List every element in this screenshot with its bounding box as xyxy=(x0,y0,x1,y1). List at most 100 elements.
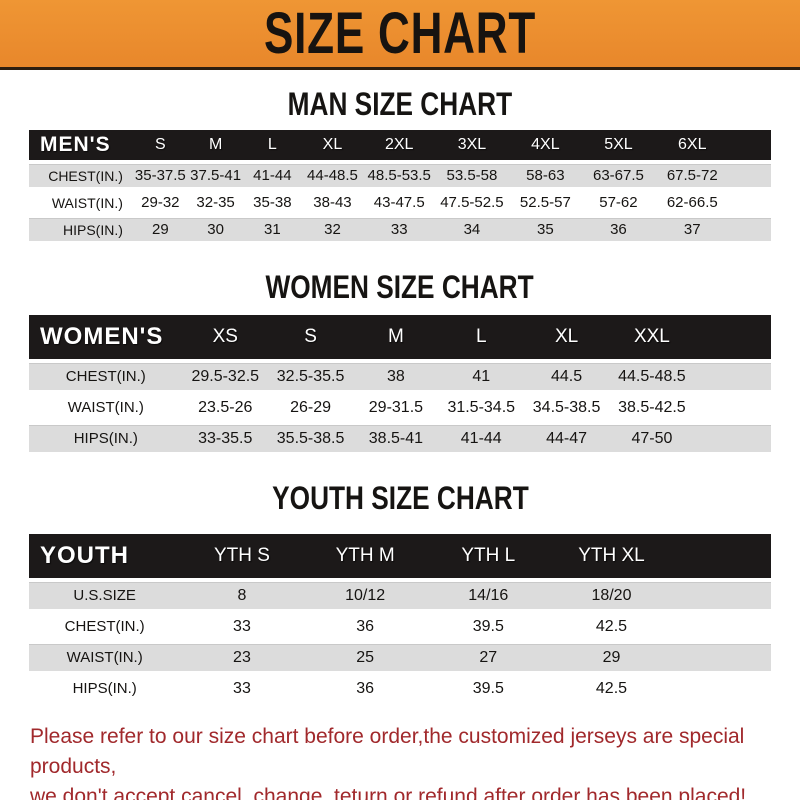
size-value: 57-62 xyxy=(581,191,656,214)
size-value: 30 xyxy=(187,218,244,241)
size-value: 25 xyxy=(303,644,427,671)
measurement-label: HIPS(IN.) xyxy=(29,425,183,452)
size-value: 39.5 xyxy=(426,675,550,702)
size-column-header: M xyxy=(187,130,244,160)
size-value: 29 xyxy=(549,644,674,671)
row-spacer xyxy=(694,425,771,452)
table-row: WAIST(IN.) 23 25 27 29 xyxy=(29,644,771,671)
section-title-women: WOMEN SIZE CHART xyxy=(265,269,535,305)
size-value: 39.5 xyxy=(426,613,550,640)
size-value: 36 xyxy=(303,613,427,640)
size-value: 63-67.5 xyxy=(581,164,656,187)
size-column-header: L xyxy=(438,315,524,359)
size-column-header: 2XL xyxy=(363,130,435,160)
size-value: 41-44 xyxy=(243,164,302,187)
measurement-label: WAIST(IN.) xyxy=(29,644,181,671)
size-column-header: 5XL xyxy=(581,130,656,160)
row-spacer xyxy=(673,582,771,609)
measurement-label: HIPS(IN.) xyxy=(29,218,133,241)
size-value: 34 xyxy=(434,218,510,241)
size-value: 37.5-41 xyxy=(187,164,244,187)
size-value: 35-37.5 xyxy=(132,164,188,187)
header-spacer xyxy=(729,130,771,160)
size-value: 43-47.5 xyxy=(363,191,435,214)
youth-size-table: YOUTH YTH S YTH M YTH L YTH XL U.S.SIZE 8 10/12… xyxy=(29,530,771,706)
size-value: 67.5-72 xyxy=(655,164,730,187)
size-column-header: 3XL xyxy=(434,130,510,160)
size-value: 29-32 xyxy=(132,191,188,214)
size-value: 44.5-48.5 xyxy=(609,363,695,390)
banner-title: SIZE CHART xyxy=(263,0,537,66)
table-header-label: WOMEN'S xyxy=(29,315,183,359)
size-value: 38.5-41 xyxy=(353,425,439,452)
size-value: 48.5-53.5 xyxy=(363,164,435,187)
size-value: 44.5 xyxy=(523,363,610,390)
measurement-label: CHEST(IN.) xyxy=(29,164,133,187)
size-column-header: YTH M xyxy=(303,534,427,578)
table-row: HIPS(IN.) 33-35.5 35.5-38.5 38.5-41 41-44 44-… xyxy=(29,425,771,452)
table-row: CHEST(IN.) 33 36 39.5 42.5 xyxy=(29,613,771,640)
measurement-label: CHEST(IN.) xyxy=(29,613,181,640)
row-spacer xyxy=(673,675,771,702)
size-value: 33 xyxy=(363,218,435,241)
measurement-label: WAIST(IN.) xyxy=(29,191,133,214)
size-value: 62-66.5 xyxy=(655,191,730,214)
size-value: 33 xyxy=(180,613,304,640)
size-column-header: M xyxy=(353,315,439,359)
size-column-header: XL xyxy=(301,130,364,160)
size-value: 27 xyxy=(426,644,550,671)
header-spacer xyxy=(694,315,771,359)
size-table: WOMEN'S XS S M L XL XXL CHEST(IN.) 29.5-32.5 32.5… xyxy=(29,311,771,456)
size-column-header: S xyxy=(132,130,188,160)
disclaimer-line-2: we don't accept cancel, change, teturn o… xyxy=(30,785,747,800)
size-value: 38 xyxy=(353,363,439,390)
table-header-label: YOUTH xyxy=(29,534,181,578)
row-spacer xyxy=(694,363,771,390)
size-value: 42.5 xyxy=(549,675,674,702)
size-value: 41-44 xyxy=(438,425,524,452)
size-value: 34.5-38.5 xyxy=(523,394,610,421)
size-value: 23.5-26 xyxy=(182,394,268,421)
size-column-header: 6XL xyxy=(655,130,730,160)
size-value: 58-63 xyxy=(509,164,582,187)
size-value: 31.5-34.5 xyxy=(438,394,524,421)
size-value: 36 xyxy=(581,218,656,241)
table-row: WAIST(IN.) 29-32 32-35 35-38 38-43 43-47.5 47.… xyxy=(29,191,771,214)
row-spacer xyxy=(694,394,771,421)
disclaimer-text: Please refer to our size chart before or… xyxy=(0,722,800,800)
measurement-label: WAIST(IN.) xyxy=(29,394,183,421)
size-table: MEN'S S M L XL 2XL 3XL 4XL 5XL 6XL CHEST(IN.) 35-37… xyxy=(29,126,771,245)
size-value: 8 xyxy=(180,582,304,609)
row-spacer xyxy=(729,218,771,241)
size-value: 44-48.5 xyxy=(301,164,364,187)
size-value: 53.5-58 xyxy=(434,164,510,187)
table-header-row: YOUTH YTH S YTH M YTH L YTH XL xyxy=(29,534,771,578)
row-spacer xyxy=(673,644,771,671)
size-column-header: 4XL xyxy=(509,130,582,160)
size-value: 41 xyxy=(438,363,524,390)
size-column-header: YTH L xyxy=(426,534,550,578)
row-spacer xyxy=(673,613,771,640)
size-value: 29 xyxy=(132,218,188,241)
measurement-label: CHEST(IN.) xyxy=(29,363,183,390)
size-column-header: YTH S xyxy=(180,534,304,578)
size-table: YOUTH YTH S YTH M YTH L YTH XL U.S.SIZE 8 10/12… xyxy=(29,530,771,706)
size-value: 26-29 xyxy=(267,394,354,421)
size-column-header: L xyxy=(243,130,302,160)
size-value: 38-43 xyxy=(301,191,364,214)
table-row: CHEST(IN.) 29.5-32.5 32.5-35.5 38 41 44.5 44.5… xyxy=(29,363,771,390)
size-value: 33-35.5 xyxy=(182,425,268,452)
size-value: 47-50 xyxy=(609,425,695,452)
table-header-row: MEN'S S M L XL 2XL 3XL 4XL 5XL 6XL xyxy=(29,130,771,160)
table-row: CHEST(IN.) 35-37.5 37.5-41 41-44 44-48.5 48.5… xyxy=(29,164,771,187)
row-spacer xyxy=(729,164,771,187)
women-size-table: WOMEN'S XS S M L XL XXL CHEST(IN.) 29.5-32.5 32.5… xyxy=(29,311,771,456)
size-value: 47.5-52.5 xyxy=(434,191,510,214)
size-value: 29-31.5 xyxy=(353,394,439,421)
size-value: 33 xyxy=(180,675,304,702)
size-value: 35 xyxy=(509,218,582,241)
size-value: 31 xyxy=(243,218,302,241)
table-header-row: WOMEN'S XS S M L XL XXL xyxy=(29,315,771,359)
size-value: 29.5-32.5 xyxy=(182,363,268,390)
size-value: 38.5-42.5 xyxy=(609,394,695,421)
